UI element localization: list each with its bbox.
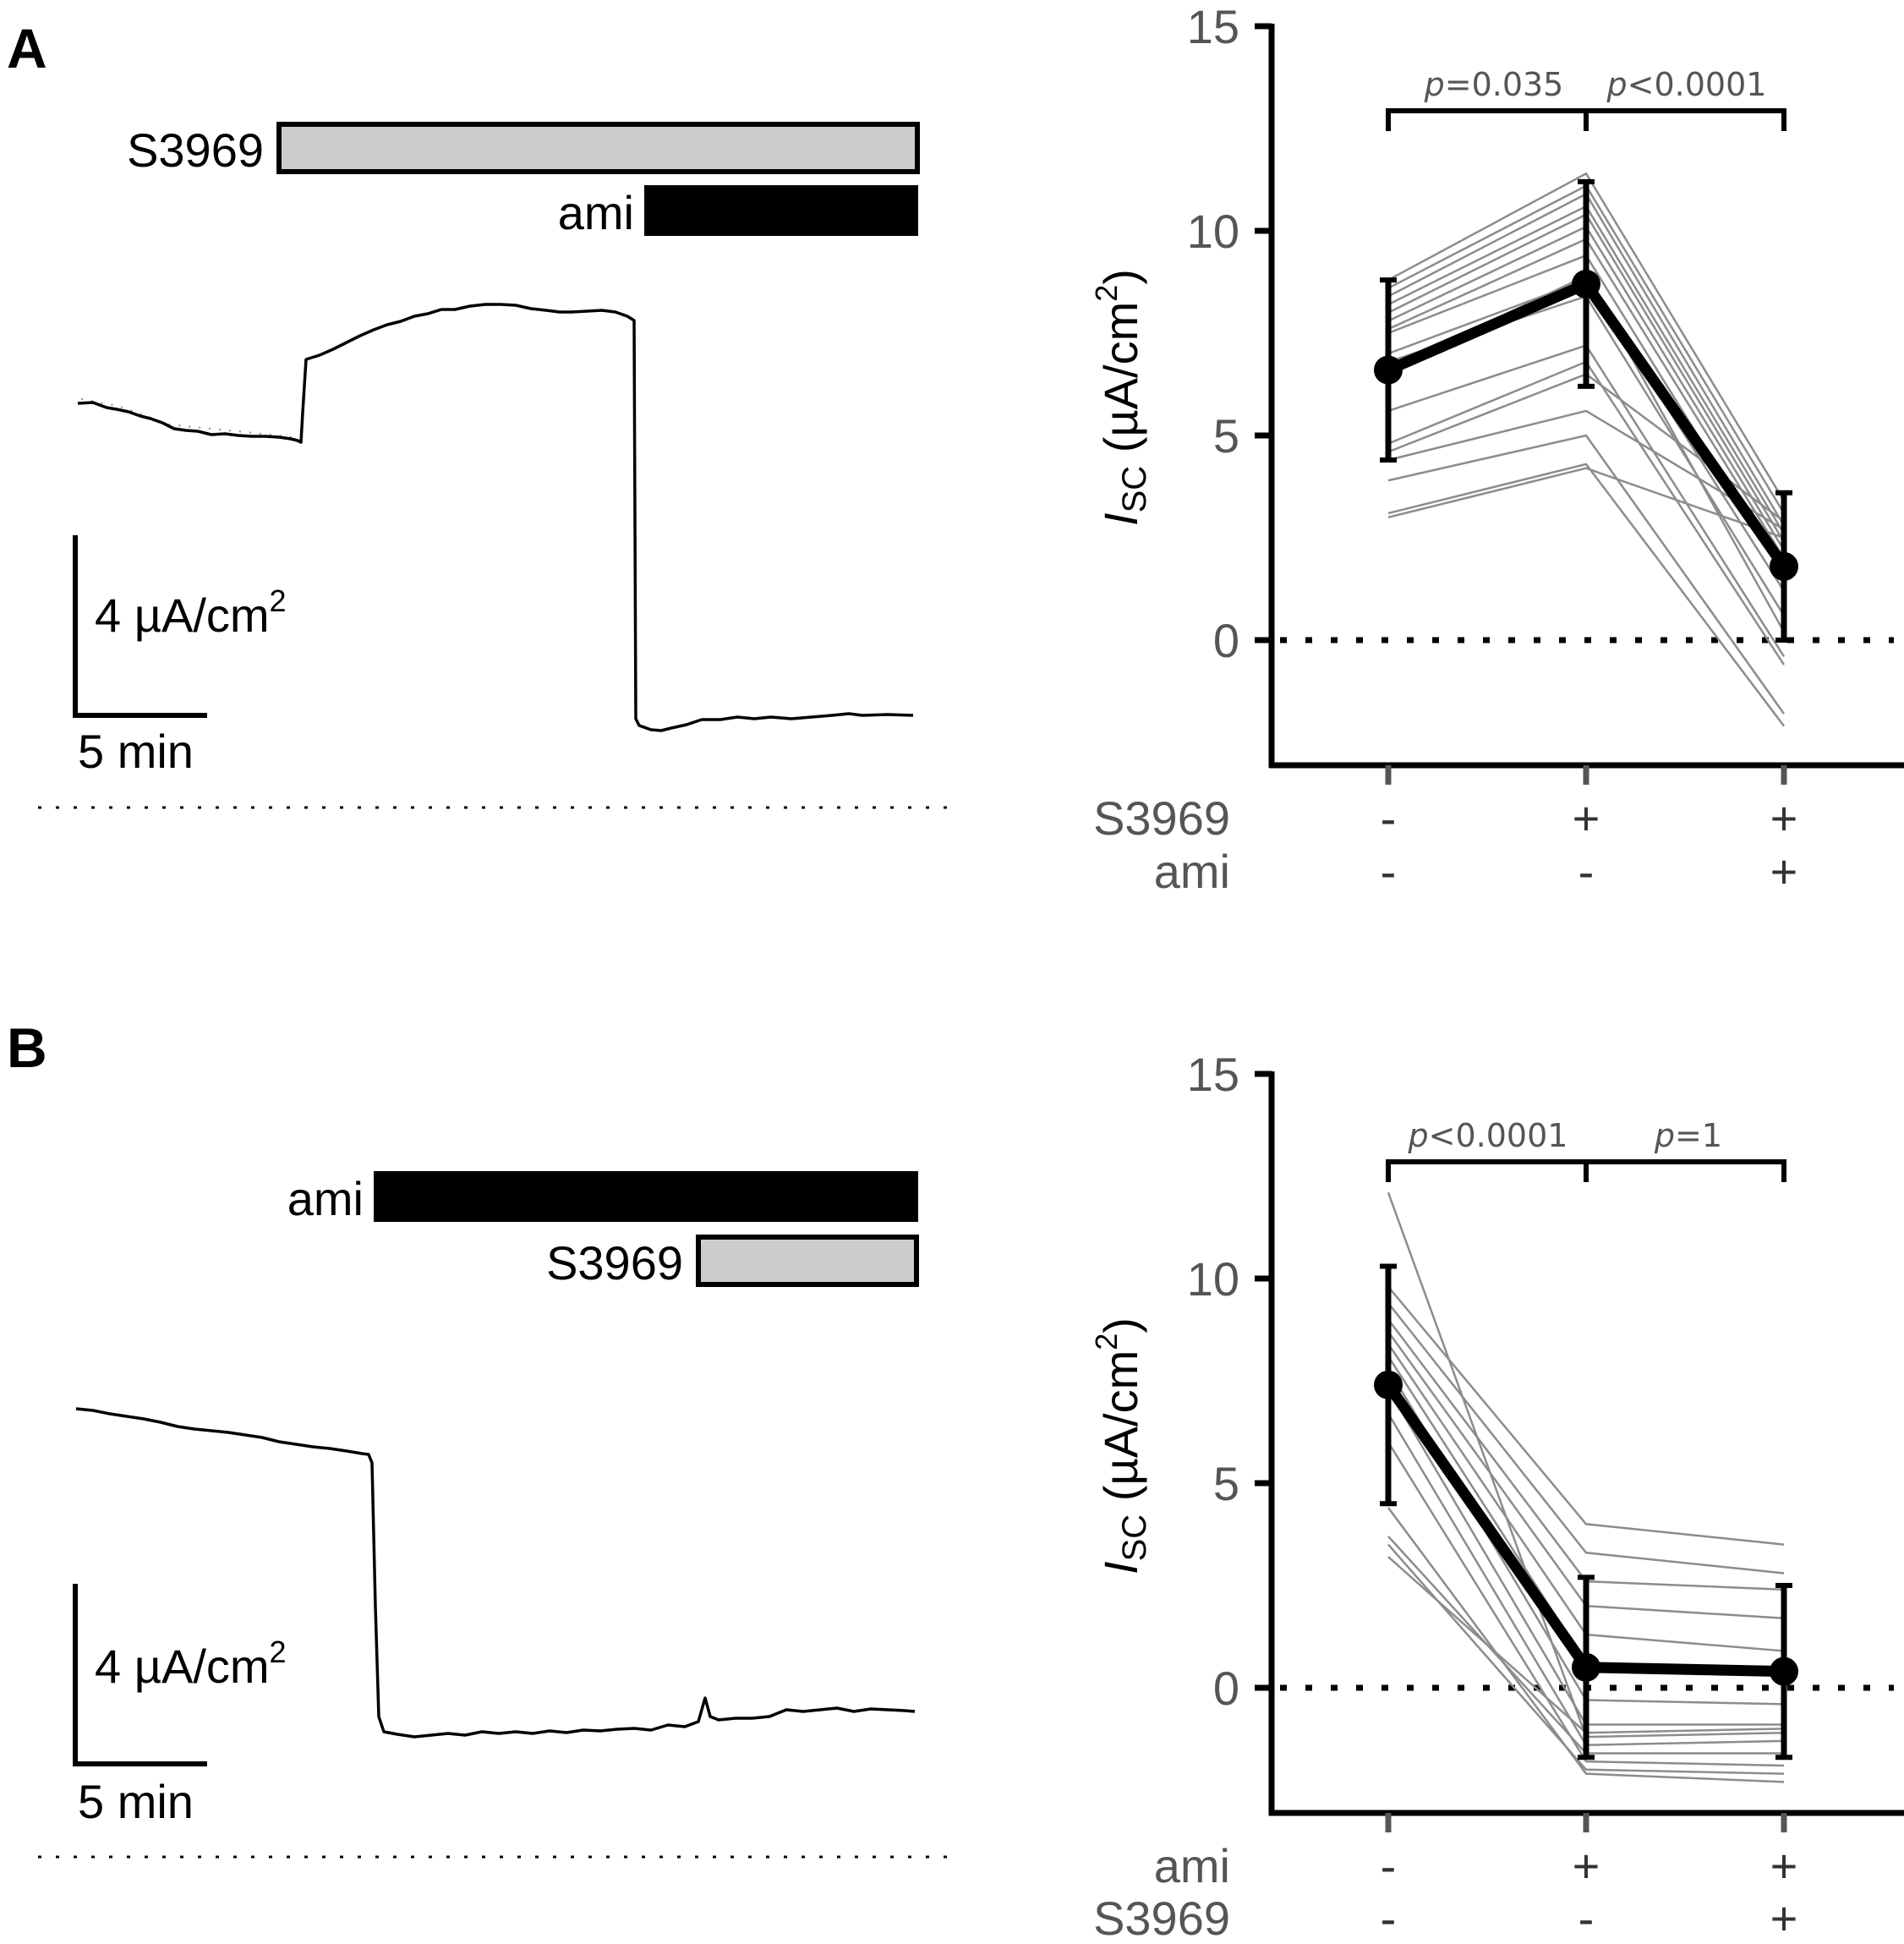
significance-bracket-a: p=0.035 p<0.0001 [1386,66,1786,131]
mean-point-b-2 [1572,1652,1600,1682]
sign-a-1-2: + [1573,791,1600,845]
individual-line-a-18 [1387,467,1785,539]
sign-a-2-1: - [1381,845,1397,898]
condition-label-a-1: S3969 [1093,791,1230,845]
condition-table-b: ami S3969 - + + - - + [1093,1839,1797,1944]
drug-bar-s3969-b [696,1235,919,1287]
svg-text:4 µA/cm2: 4 µA/cm2 [95,583,287,642]
y-tick-label-a-0: 0 [1213,614,1239,667]
pvalue-b-2: p=1 [1654,1117,1722,1154]
panel-b: B ami S3969 4 µA/cm2 5 min 0 5 10 15 [7,1016,1904,1944]
condition-table-a: S3969 ami - + + - - + [1093,791,1797,898]
individual-line-b-14 [1387,1543,1785,1775]
panel-letter-b: B [7,1016,47,1079]
y-axis-b: 0 5 10 15 [1187,1048,1904,1832]
panel-a: A S3969 ami 4 µA/cm2 5 min 0 5 10 15 [7,0,1904,898]
individual-line-a-1 [1387,172,1786,502]
drug-bar-label-ami-b: ami [287,1172,364,1225]
sign-b-2-2: - [1578,1892,1595,1944]
individual-line-a-12 [1387,344,1786,658]
individual-line-b-4 [1387,1318,1785,1591]
trace-b: ami S3969 [75,1171,919,1739]
current-trace-b [75,1407,916,1739]
pvalue-a-2: p<0.0001 [1606,66,1767,103]
sign-b-2-1: - [1381,1892,1397,1944]
svg-text:4 µA/cm2: 4 µA/cm2 [95,1635,287,1693]
individual-line-a-15 [1387,409,1785,531]
scale-y-sup-a: 2 [270,583,287,618]
condition-label-b-1: ami [1154,1839,1230,1892]
sign-a-1-1: - [1381,791,1397,845]
y-axis-label-a: ISC (µA/cm2) [1089,269,1153,526]
mean-point-a-2 [1572,269,1600,298]
chart-b: 0 5 10 15 ISC (µA/cm2) p<0.0001 p=1 ami S39… [1089,1048,1904,1944]
y-tick-label-a-5: 5 [1213,409,1239,463]
individual-line-a-17 [1387,463,1785,727]
sign-b-2-3: + [1770,1892,1798,1944]
significance-bracket-b: p<0.0001 p=1 [1386,1117,1786,1182]
drug-bar-ami-b [374,1171,918,1222]
individual-line-a-16 [1387,434,1786,715]
y-tick-label-b-10: 10 [1187,1252,1239,1306]
mean-point-b-3 [1770,1657,1798,1686]
trace-a: S3969 ami [77,122,920,732]
pvalue-b-1: p<0.0001 [1408,1117,1568,1154]
individual-line-a-13 [1387,360,1786,665]
y-tick-label-b-5: 5 [1213,1457,1239,1510]
scale-y-label-a: 4 µA/cm [95,589,270,642]
current-trace-a [77,303,914,732]
individual-line-b-2 [1387,1285,1785,1546]
mean-point-b-1 [1374,1370,1403,1399]
y-axis-a: 0 5 10 15 [1187,0,1904,785]
sign-a-1-3: + [1770,791,1798,845]
individual-line-b-3 [1387,1302,1785,1574]
y-tick-label-a-15: 15 [1187,0,1239,53]
sign-b-1-2: + [1573,1839,1600,1892]
drug-bar-label-ami-a: ami [558,186,634,239]
drug-bar-s3969-a [276,122,920,174]
sign-a-2-3: + [1770,845,1798,898]
individual-line-b-12 [1387,1507,1785,1783]
drug-bar-label-s3969-b: S3969 [546,1236,683,1290]
scale-bar-b: 4 µA/cm2 5 min [73,1584,287,1828]
condition-label-b-2: S3969 [1093,1892,1230,1944]
y-axis-label-b: ISC (µA/cm2) [1089,1317,1153,1574]
condition-label-a-2: ami [1154,845,1230,898]
scale-x-label-b: 5 min [78,1775,194,1828]
individual-line-b-11 [1387,1441,1785,1767]
scale-x-label-a: 5 min [78,725,194,778]
mean-point-a-1 [1374,355,1403,385]
scale-bar-a: 4 µA/cm2 5 min [73,535,287,778]
scale-y-label-b: 4 µA/cm [95,1640,270,1693]
sign-a-2-2: - [1578,845,1595,898]
y-tick-label-a-10: 10 [1187,205,1239,258]
y-tick-label-b-15: 15 [1187,1048,1239,1101]
mean-point-a-3 [1770,551,1798,581]
y-tick-label-b-0: 0 [1213,1662,1239,1715]
drug-bar-label-s3969-a: S3969 [127,123,264,177]
panel-letter-a: A [7,17,47,79]
sign-b-1-1: - [1381,1839,1397,1892]
pvalue-a-1: p=0.035 [1424,66,1564,103]
chart-a: 0 5 10 15 ISC (µA/cm2) p=0.035 p<0.0001 S39… [1089,0,1904,898]
drug-bar-ami-a [644,185,918,236]
scale-y-sup-b: 2 [270,1635,287,1669]
sign-b-1-3: + [1770,1839,1798,1892]
